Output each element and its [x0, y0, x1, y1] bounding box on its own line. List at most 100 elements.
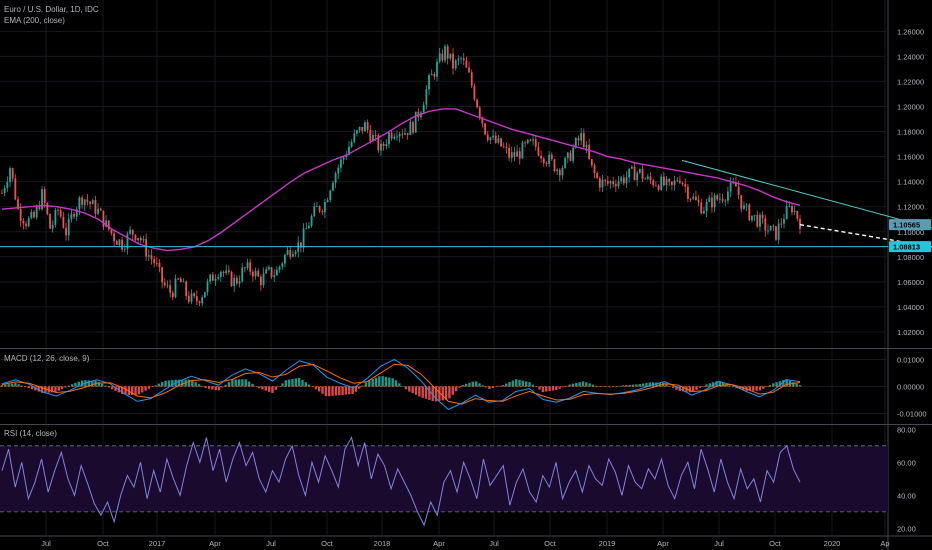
macd-histogram-bar — [371, 379, 374, 387]
candle-body — [171, 292, 174, 298]
candle-body — [574, 138, 577, 148]
candle-body — [75, 209, 78, 217]
candle-body — [185, 281, 188, 296]
macd-histogram-bar — [551, 386, 555, 391]
rsi-legend: RSI (14, close) — [4, 429, 57, 438]
candle-body — [187, 295, 190, 302]
macd-histogram-bar — [281, 383, 284, 387]
candle-body — [113, 233, 115, 242]
candle-body — [241, 267, 244, 282]
macd-histogram-bar — [264, 386, 267, 391]
macd-histogram-bar — [484, 386, 488, 388]
candle-body — [580, 133, 583, 141]
macd-histogram-bar — [104, 385, 107, 387]
macd-histogram-bar — [581, 381, 585, 387]
candle-body — [433, 73, 436, 77]
macd-histogram-bar — [648, 382, 651, 387]
candle-body — [353, 133, 356, 142]
candle-body — [297, 242, 300, 252]
candle-body — [321, 211, 324, 213]
candle-body — [500, 138, 502, 147]
time-tick-label: Apr — [657, 539, 669, 548]
candle-body — [753, 214, 756, 216]
candle-body — [284, 254, 286, 264]
macd-histogram-bar — [251, 383, 254, 387]
candle-body — [230, 271, 233, 287]
macd-histogram-bar — [535, 386, 538, 388]
time-tick-label: 2019 — [599, 539, 616, 548]
candle-body — [703, 211, 705, 214]
candle-body — [462, 58, 465, 61]
macd-histogram-bar — [448, 386, 451, 399]
candle-body — [524, 142, 527, 144]
macd-histogram-bar — [304, 382, 308, 387]
candle-body — [644, 178, 647, 180]
candle-body — [404, 133, 406, 135]
candle-body — [73, 214, 75, 217]
macd-histogram-bar — [531, 384, 535, 387]
macd-histogram-bar — [738, 386, 742, 390]
price-tick-label: 1.26000 — [897, 27, 924, 36]
macd-histogram-bar — [498, 386, 501, 387]
macd-histogram-bar — [514, 379, 518, 387]
time-tick-label: Oct — [544, 539, 557, 548]
candle-body — [545, 163, 548, 164]
candle-body — [460, 58, 462, 60]
candle-body — [687, 186, 689, 199]
rsi-line — [1, 436, 801, 527]
macd-histogram-bar — [588, 383, 591, 387]
candle-body — [457, 58, 460, 61]
macd-tick-label: 0.00000 — [897, 383, 924, 392]
candle-body — [385, 144, 388, 146]
macd-histogram-bar — [398, 383, 401, 387]
candle-body — [25, 223, 27, 227]
candle-body — [150, 255, 153, 260]
time-tick-label: Apr — [433, 539, 445, 548]
time-axis[interactable]: Jul Oct 2017 Apr Jul Oct 2018 Apr Jul Oct 2019 Apr J… — [41, 539, 889, 548]
candle-body — [126, 233, 129, 249]
macd-histogram-bar — [237, 379, 241, 387]
candle-body — [598, 178, 601, 188]
macd-histogram-bar — [234, 379, 237, 387]
price-tick-label: 1.24000 — [897, 52, 924, 61]
macd-histogram-bar — [134, 386, 137, 396]
price-axis[interactable]: 1.26000 1.24000 1.22000 1.20000 1.18000 1.160… — [889, 27, 931, 533]
macd-histogram-bar — [277, 386, 281, 387]
projection-arrow[interactable] — [799, 223, 932, 263]
candle-body — [377, 135, 380, 151]
rsi-band-fill — [0, 445, 888, 512]
candle-body — [716, 195, 719, 200]
candle-body — [777, 223, 780, 240]
macd-histogram-bar — [368, 380, 371, 387]
candle-body — [300, 242, 302, 248]
macd-histogram-bar — [671, 386, 675, 388]
candle-body — [219, 271, 222, 277]
macd-histogram-bar — [478, 383, 481, 387]
candle-body — [414, 111, 417, 133]
candle-body — [329, 190, 332, 200]
macd-histogram-bar — [50, 386, 54, 393]
macd-histogram-bar — [635, 384, 638, 387]
time-tick-label: 2017 — [149, 539, 166, 548]
price-pane[interactable] — [0, 44, 932, 307]
time-tick-label: Jul — [266, 539, 276, 548]
price-tick-label: 1.22000 — [897, 77, 924, 86]
macd-histogram-bar — [331, 386, 334, 396]
macd-histogram-bar — [778, 381, 782, 387]
ema-line — [1, 108, 801, 252]
candle-body — [484, 123, 486, 135]
candle-body — [529, 139, 532, 141]
macd-histogram-bar — [715, 381, 718, 387]
candle-body — [91, 200, 94, 205]
candle-body — [142, 239, 145, 241]
macd-histogram-bar — [287, 379, 291, 387]
candle-body — [225, 270, 228, 274]
trendline[interactable] — [681, 159, 932, 246]
rsi-tick-label: 60.00 — [897, 458, 916, 467]
candle-body — [134, 234, 137, 241]
candle-body — [318, 206, 321, 212]
candle-body — [444, 46, 446, 61]
candle-body — [30, 212, 33, 218]
macd-pane[interactable] — [0, 358, 802, 411]
rsi-pane[interactable] — [0, 436, 888, 527]
